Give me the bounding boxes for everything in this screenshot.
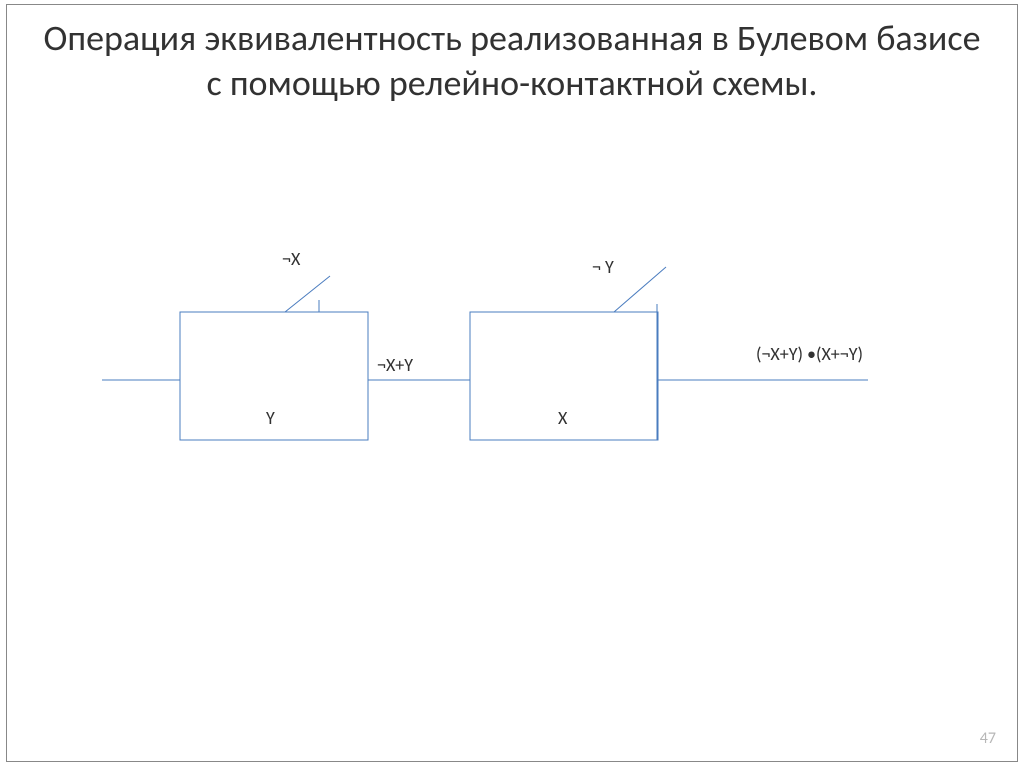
- label-X: X: [558, 407, 567, 429]
- label-mid: ¬X+Y: [377, 354, 413, 376]
- label-notY: ¬ Y: [592, 256, 614, 278]
- label-Y: Y: [266, 407, 275, 429]
- label-notX: ¬X: [282, 248, 300, 270]
- label-out: (¬X+Y) •(X+¬Y): [756, 343, 863, 365]
- switch2-arm: [614, 267, 666, 312]
- page-number: 47: [980, 729, 996, 748]
- switch1-arm: [285, 276, 330, 312]
- relay-diagram: [0, 0, 1024, 768]
